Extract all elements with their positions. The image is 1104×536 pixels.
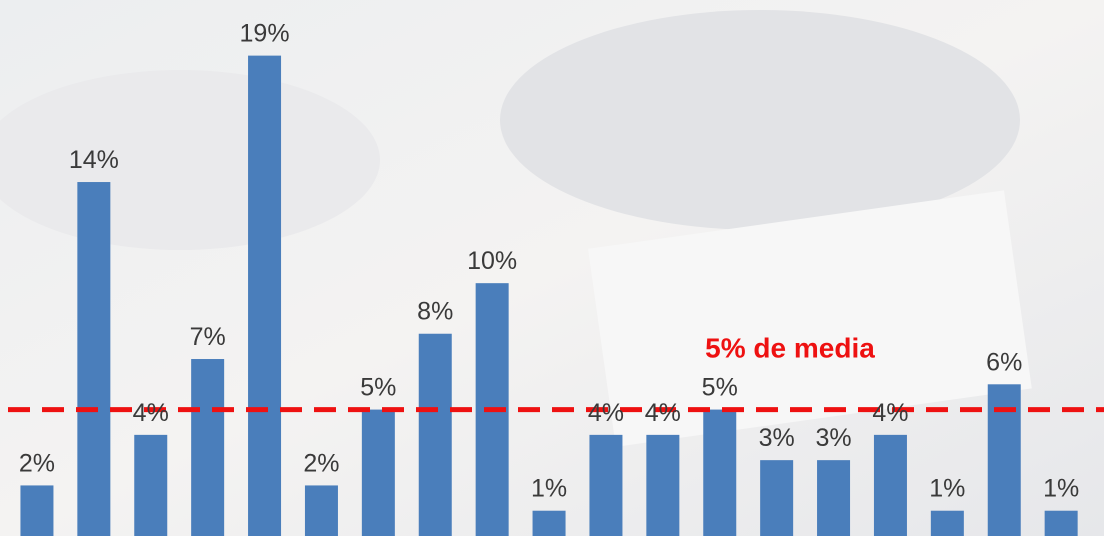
value-label: 4%	[645, 399, 681, 427]
background-shape	[500, 10, 1020, 230]
bar	[77, 182, 110, 536]
chart: 5% de media 2% 14% 4% 7% 19% 2% 5% 8% 10% 1% 4% 4% 5%…	[0, 0, 1104, 536]
value-label: 4%	[133, 399, 169, 427]
bar	[646, 435, 679, 536]
bar	[134, 435, 167, 536]
value-label: 6%	[986, 348, 1022, 376]
page: {"chart_data": {"type": "bar", "categori…	[0, 0, 1104, 536]
bar	[703, 410, 736, 536]
value-label: 2%	[303, 449, 339, 477]
bar	[931, 511, 964, 536]
value-label: 1%	[1043, 475, 1079, 503]
bar	[191, 359, 224, 536]
value-label: 14%	[69, 146, 119, 174]
value-label: 5%	[360, 374, 396, 402]
value-label: 1%	[929, 475, 965, 503]
bar	[817, 460, 850, 536]
bar	[988, 384, 1021, 536]
value-label: 10%	[467, 247, 517, 275]
bar	[20, 485, 53, 536]
value-label: 5%	[702, 374, 738, 402]
bar	[248, 56, 281, 536]
bar	[305, 485, 338, 536]
bar	[760, 460, 793, 536]
bar	[362, 410, 395, 536]
bar	[874, 435, 907, 536]
value-label: 19%	[240, 20, 290, 48]
value-label: 3%	[759, 424, 795, 452]
bar	[589, 435, 622, 536]
bar	[533, 511, 566, 536]
bar	[419, 334, 452, 536]
bar	[1045, 511, 1078, 536]
value-label: 2%	[19, 449, 55, 477]
value-label: 8%	[417, 298, 453, 326]
mean-label: 5% de media	[705, 333, 875, 364]
value-label: 1%	[531, 475, 567, 503]
value-label: 4%	[872, 399, 908, 427]
value-label: 7%	[190, 323, 226, 351]
value-label: 4%	[588, 399, 624, 427]
value-label: 3%	[815, 424, 851, 452]
